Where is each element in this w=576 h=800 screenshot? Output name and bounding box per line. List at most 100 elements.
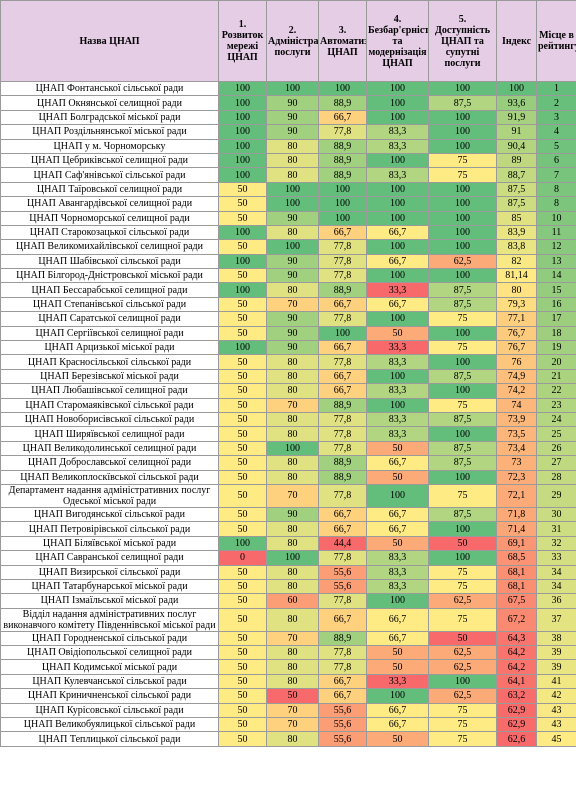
value-cell: 55,6 — [318, 717, 367, 733]
value-cell: 100 — [366, 483, 429, 508]
value-cell: 15 — [536, 282, 576, 298]
value-cell: 55,6 — [318, 564, 367, 580]
value-cell: 80 — [266, 368, 319, 385]
header-cell: 1. Розвиток мережі ЦНАП — [218, 0, 267, 82]
value-cell: 75 — [428, 483, 497, 508]
value-cell: 50 — [218, 455, 267, 471]
value-cell: 50 — [218, 440, 267, 457]
value-cell: 33,3 — [366, 340, 429, 356]
table-row: ЦНАП Березівської міської ради 50 80 66,7 10… — [0, 368, 576, 385]
value-cell: 83,3 — [366, 550, 429, 566]
value-cell: 75 — [428, 564, 497, 580]
value-cell: 50 — [218, 469, 267, 485]
value-cell: 75 — [428, 397, 497, 413]
value-cell: 55,6 — [318, 702, 367, 719]
value-cell: 66,7 — [366, 702, 429, 719]
value-cell: 70 — [266, 630, 319, 647]
value-cell: 90 — [266, 124, 319, 140]
value-cell: 62,5 — [428, 593, 497, 609]
name-cell: ЦНАП Овідіопольської селищної ради — [0, 645, 219, 661]
value-cell: 100 — [318, 196, 367, 212]
value-cell: 90 — [266, 95, 319, 111]
value-cell: 28 — [536, 469, 576, 485]
table-row: Відділ надання адміністративних послуг в… — [0, 607, 576, 632]
value-cell: 88,9 — [318, 469, 367, 485]
value-cell: 66,7 — [366, 296, 429, 313]
table-row: ЦНАП Кулевчанської сільської ради 50 80 66,… — [0, 673, 576, 690]
value-cell: 90 — [266, 311, 319, 327]
value-cell: 50 — [366, 440, 429, 457]
value-cell: 83,3 — [366, 138, 429, 154]
value-cell: 32 — [536, 535, 576, 552]
header-cell: 5. Доступність ЦНАП та супутні послуги — [428, 0, 497, 82]
value-cell: 77,8 — [318, 593, 367, 609]
value-cell: 83,8 — [496, 239, 537, 255]
table-row: ЦНАП Великобуялицької сільської ради 50 70… — [0, 717, 576, 733]
value-cell: 70 — [266, 296, 319, 313]
value-cell: 90,4 — [496, 138, 537, 154]
value-cell: 100 — [266, 239, 319, 255]
value-cell: 37 — [536, 607, 576, 632]
value-cell: 50 — [218, 325, 267, 342]
value-cell: 87,5 — [496, 181, 537, 198]
name-cell: ЦНАП Ширяївської селищної ради — [0, 426, 219, 442]
value-cell: 50 — [366, 731, 429, 747]
value-cell: 100 — [266, 440, 319, 457]
value-cell: 74,2 — [496, 383, 537, 399]
value-cell: 100 — [428, 124, 497, 140]
value-cell: 79,3 — [496, 296, 537, 313]
value-cell: 75 — [428, 717, 497, 733]
value-cell: 50 — [218, 578, 267, 595]
value-cell: 62,5 — [428, 659, 497, 675]
value-cell: 73,9 — [496, 411, 537, 428]
name-cell: ЦНАП Теплицької сільської ради — [0, 731, 219, 747]
value-cell: 36 — [536, 593, 576, 609]
name-cell: ЦНАП Цебриківської селищної ради — [0, 152, 219, 169]
value-cell: 77,8 — [318, 483, 367, 508]
value-cell: 12 — [536, 239, 576, 255]
value-cell: 100 — [366, 95, 429, 111]
value-cell: 73 — [496, 455, 537, 471]
value-cell: 83,3 — [366, 124, 429, 140]
header-cell: Місце в рейтингу — [536, 0, 576, 82]
table-row: ЦНАП Петровірівської сільської ради 50 80 6… — [0, 521, 576, 537]
value-cell: 83,3 — [366, 426, 429, 442]
value-cell: 50 — [218, 239, 267, 255]
value-cell: 100 — [428, 673, 497, 690]
name-cell: ЦНАП Таїровської селищної ради — [0, 181, 219, 198]
value-cell: 100 — [428, 196, 497, 212]
value-cell: 4 — [536, 124, 576, 140]
value-cell: 50 — [366, 469, 429, 485]
value-cell: 88,9 — [318, 630, 367, 647]
name-cell: ЦНАП Авангардівської селищної ради — [0, 196, 219, 212]
table-row: ЦНАП Любашівської селищної ради 50 80 66,7 8… — [0, 383, 576, 399]
value-cell: 66,7 — [318, 688, 367, 704]
name-cell: ЦНАП Сергіївської селищної ради — [0, 325, 219, 342]
value-cell: 66,7 — [366, 521, 429, 537]
value-cell: 66,7 — [318, 109, 367, 126]
value-cell: 100 — [218, 167, 267, 183]
table-row: ЦНАП Криничненської сільської ради 50 50 66… — [0, 688, 576, 704]
value-cell: 10 — [536, 210, 576, 226]
value-cell: 100 — [218, 124, 267, 140]
value-cell: 50 — [218, 673, 267, 690]
value-cell: 66,7 — [318, 296, 367, 313]
value-cell: 66,7 — [366, 455, 429, 471]
value-cell: 39 — [536, 659, 576, 675]
table-row: ЦНАП Татарбунарської міської ради 50 80 55,… — [0, 578, 576, 595]
value-cell: 25 — [536, 426, 576, 442]
header-cell: 3. Автоматизація ЦНАП — [318, 0, 367, 82]
value-cell: 100 — [218, 138, 267, 154]
value-cell: 91,9 — [496, 109, 537, 126]
value-cell: 100 — [218, 152, 267, 169]
value-cell: 77,8 — [318, 645, 367, 661]
value-cell: 87,5 — [428, 282, 497, 298]
name-cell: ЦНАП Старокозацької сільської ради — [0, 224, 219, 241]
value-cell: 50 — [218, 383, 267, 399]
table-row: ЦНАП Авангардівської селищної ради 50 100 1… — [0, 196, 576, 212]
value-cell: 62,9 — [496, 717, 537, 733]
value-cell: 87,5 — [428, 95, 497, 111]
table-row: ЦНАП Красносільської сільської ради 50 80 7… — [0, 354, 576, 370]
table-row: ЦНАП Великоплоскївської сільської ради 50… — [0, 469, 576, 485]
value-cell: 87,5 — [428, 368, 497, 385]
